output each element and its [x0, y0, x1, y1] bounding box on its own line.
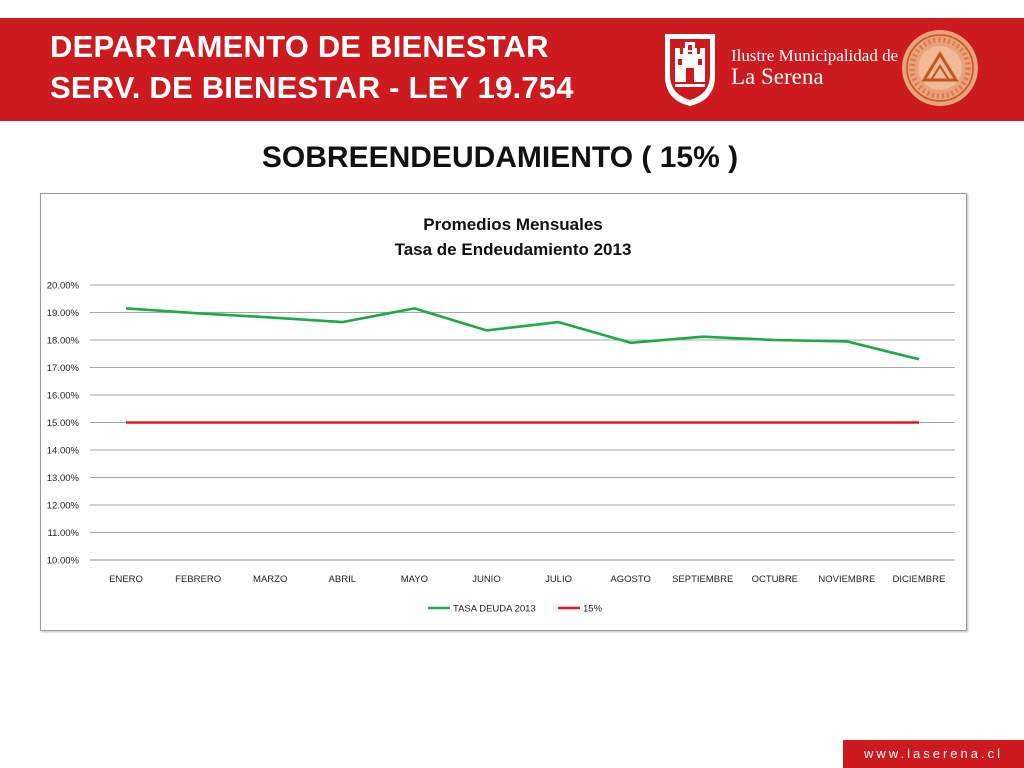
municipality-name-line1: Ilustre Municipalidad de: [731, 46, 899, 65]
y-tick-label: 19.00%: [47, 308, 80, 319]
chart-title: Promedios Mensuales: [423, 215, 603, 234]
y-tick-label: 12.00%: [47, 501, 80, 512]
x-tick-label: AGOSTO: [610, 574, 650, 585]
y-axis-ticks: 20.00% 19.00% 18.00% 17.00% 16.00% 15.00% 14.0…: [47, 281, 80, 567]
x-tick-label: FEBRERO: [175, 574, 221, 585]
x-tick-label: OCTUBRE: [752, 574, 798, 585]
municipality-name-line2: La Serena: [731, 64, 824, 89]
chart-legend: TASA DEUDA 2013 15%: [428, 604, 603, 615]
line-chart: Promedios Mensuales Tasa de Endeudamient…: [47, 215, 955, 615]
legend-label: 15%: [583, 604, 603, 615]
x-tick-label: SEPTIEMBRE: [672, 574, 733, 585]
y-tick-label: 14.00%: [47, 446, 80, 457]
x-axis-ticks: ENERO FEBRERO MARZO ABRIL MAYO JUNIO JULIO AGOS…: [109, 574, 945, 585]
x-tick-label: MARZO: [253, 574, 287, 585]
footer-website[interactable]: www.laserena.cl: [864, 746, 1003, 761]
chart-frame: Promedios Mensuales Tasa de Endeudamient…: [40, 193, 967, 631]
y-tick-label: 11.00%: [47, 528, 79, 539]
x-tick-label: NOVIEMBRE: [818, 574, 875, 585]
header-title-line2: SERV. DE BIENESTAR - LEY 19.754: [50, 70, 574, 105]
x-tick-label: ABRIL: [329, 574, 356, 585]
y-tick-label: 10.00%: [47, 556, 80, 567]
x-tick-label: MAYO: [401, 574, 428, 585]
x-tick-label: DICIEMBRE: [893, 574, 946, 585]
y-tick-label: 20.00%: [47, 281, 80, 292]
chart-grid: [90, 284, 955, 561]
x-tick-label: JUNIO: [472, 574, 501, 585]
x-tick-label: ENERO: [109, 574, 143, 585]
header-title-line1: DEPARTAMENTO DE BIENESTAR: [50, 29, 549, 64]
footer-bar: www.laserena.cl: [843, 740, 1024, 768]
y-tick-label: 16.00%: [47, 391, 80, 402]
y-tick-label: 18.00%: [47, 336, 80, 347]
y-tick-label: 13.00%: [47, 473, 80, 484]
header-banner: DEPARTAMENTO DE BIENESTAR SERV. DE BIENE…: [0, 18, 1024, 121]
series-line: [125, 307, 920, 361]
header-title: DEPARTAMENTO DE BIENESTAR SERV. DE BIENE…: [50, 26, 574, 108]
castle-crest-icon: [665, 34, 715, 106]
chart-series: [125, 307, 920, 424]
legend-label: TASA DEUDA 2013: [453, 604, 536, 615]
x-tick-label: JULIO: [545, 574, 572, 585]
page-title: SOBREENDEUDAMIENTO ( 15% ): [261, 141, 739, 174]
bienestar-seal-icon: [902, 30, 978, 106]
y-tick-label: 15.00%: [47, 418, 80, 429]
chart-subtitle: Tasa de Endeudamiento 2013: [395, 240, 632, 259]
y-tick-label: 17.00%: [47, 363, 80, 374]
